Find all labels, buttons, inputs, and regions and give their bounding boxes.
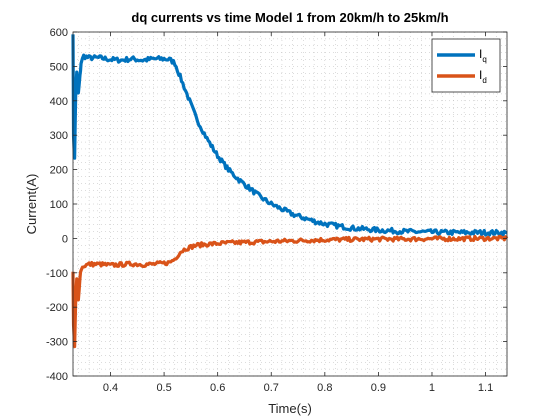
y-tick-label-5: 100	[50, 199, 68, 211]
legend-label-id-main: I	[479, 68, 482, 82]
x-tick-label-6: 1	[429, 382, 435, 394]
y-tick-label-6: 200	[50, 165, 68, 177]
legend-label-iq-main: I	[479, 47, 482, 61]
y-tick-label-1: -300	[46, 337, 68, 349]
legend-label-id: Id	[479, 68, 487, 85]
x-tick-label-5: 0.9	[371, 382, 386, 394]
x-tick-label-1: 0.5	[156, 382, 171, 394]
y-tick-label-2: -200	[46, 302, 68, 314]
legend-box	[431, 38, 501, 93]
series-line-iq	[71, 34, 508, 237]
tick-layer: 0.4 0.5 0.6 0.7 0.8 0.9 1 1.1 -400 -300 -200 -100 0 1…	[46, 27, 507, 394]
y-tick-label-10: 600	[50, 27, 68, 39]
legend: Iq Id	[431, 38, 501, 93]
x-tick-label-4: 0.8	[317, 382, 332, 394]
legend-label-iq: Iq	[479, 47, 487, 64]
y-tick-label-0: -400	[46, 371, 68, 383]
x-tick-label-3: 0.7	[264, 382, 279, 394]
y-tick-label-8: 400	[50, 96, 68, 108]
x-axis-label: Time(s)	[268, 401, 312, 416]
legend-label-id-sub: d	[482, 76, 486, 85]
x-tick-label-2: 0.6	[210, 382, 225, 394]
chart-title: dq currents vs time Model 1 from 20km/h …	[131, 10, 448, 25]
y-tick-label-4: 0	[62, 233, 68, 245]
y-tick-label-9: 500	[50, 61, 68, 73]
y-axis-label: Current(A)	[24, 174, 39, 235]
y-tick-label-3: -100	[46, 268, 68, 280]
y-tick-label-7: 300	[50, 130, 68, 142]
series-layer	[71, 34, 509, 349]
series-line-id	[71, 234, 509, 349]
x-tick-label-7: 1.1	[478, 382, 493, 394]
legend-label-iq-sub: q	[482, 55, 486, 64]
x-tick-label-0: 0.4	[103, 382, 118, 394]
